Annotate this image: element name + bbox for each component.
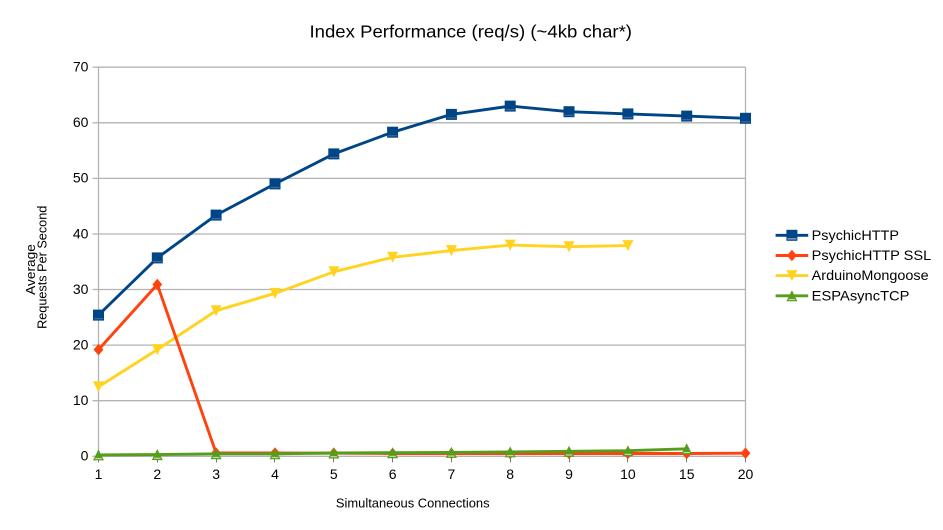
svg-text:Average: Average [23,244,38,295]
svg-text:Index Performance (req/s) (~4k: Index Performance (req/s) (~4kb char*) [310,22,633,42]
svg-text:5: 5 [330,466,338,482]
svg-text:ESPAsyncTCP: ESPAsyncTCP [812,287,910,303]
svg-text:30: 30 [73,281,89,297]
svg-text:ArduinoMongoose: ArduinoMongoose [812,267,929,283]
svg-text:PsychicHTTP SSL: PsychicHTTP SSL [812,247,932,263]
svg-text:20: 20 [738,466,754,482]
svg-text:70: 70 [73,59,89,75]
svg-text:15: 15 [679,466,695,482]
svg-text:10: 10 [73,392,89,408]
svg-text:10: 10 [620,466,636,482]
svg-text:50: 50 [73,170,89,186]
svg-text:7: 7 [448,466,456,482]
svg-text:2: 2 [153,466,161,482]
svg-text:60: 60 [73,114,89,130]
svg-text:0: 0 [81,448,89,464]
svg-text:Simultaneous Connections: Simultaneous Connections [336,495,490,510]
svg-text:40: 40 [73,225,89,241]
svg-text:9: 9 [565,466,573,482]
svg-text:Requests Per Second: Requests Per Second [34,206,49,329]
svg-text:PsychicHTTP: PsychicHTTP [812,227,899,243]
svg-text:8: 8 [506,466,514,482]
svg-text:3: 3 [212,466,220,482]
svg-text:20: 20 [73,336,89,352]
svg-text:6: 6 [389,466,397,482]
svg-text:1: 1 [95,466,103,482]
svg-text:4: 4 [271,466,279,482]
